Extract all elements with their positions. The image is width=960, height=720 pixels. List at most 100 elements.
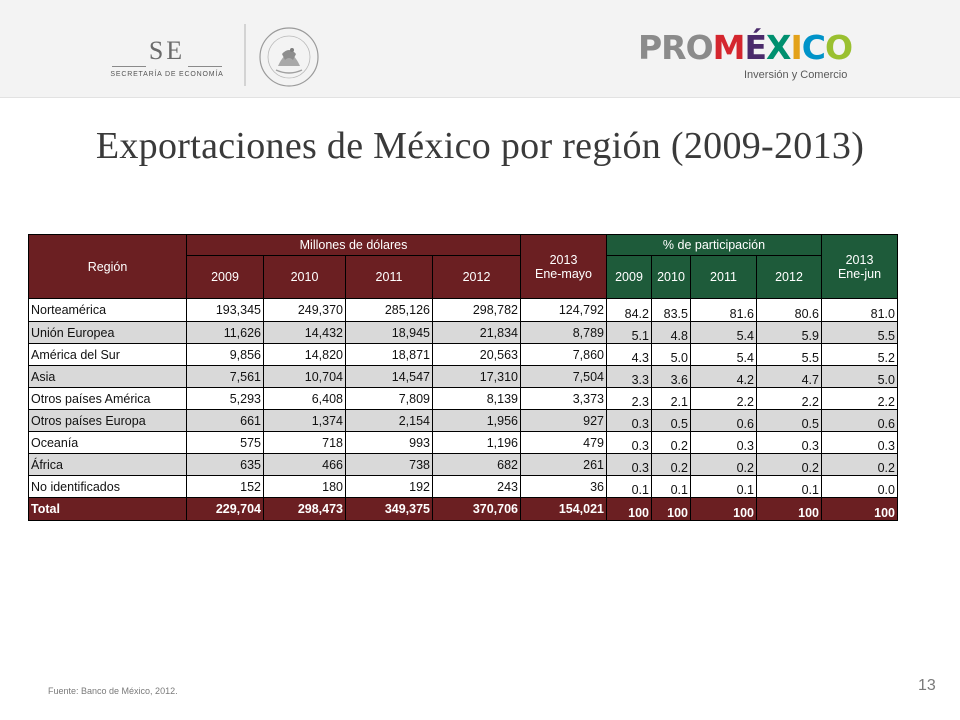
total-pct-cell: 100 <box>756 497 822 521</box>
mdd-cell: 180 <box>263 475 346 498</box>
header-mdd-year: 2010 <box>263 255 346 299</box>
mdd-cell: 927 <box>520 409 607 432</box>
pct-cell: 5.0 <box>821 365 898 388</box>
total-pct-cell: 100 <box>651 497 691 521</box>
header-pct-year: 2011 <box>690 255 757 299</box>
total-mdd-cell: 229,704 <box>186 497 264 521</box>
table-row: América del Sur 9,856 14,820 18,871 20,5… <box>28 343 898 366</box>
pct-cell: 0.3 <box>606 431 652 454</box>
pct-cell: 2.2 <box>821 387 898 410</box>
mdd-cell: 466 <box>263 453 346 476</box>
header-mdd-year: 2009 <box>186 255 264 299</box>
mdd-cell: 575 <box>186 431 264 454</box>
header-pct-2013-year: 2013 <box>845 252 874 267</box>
pct-cell: 0.3 <box>606 453 652 476</box>
logo-divider <box>244 24 246 86</box>
header-mdd-2013-year: 2013 <box>549 252 578 267</box>
se-logo-subtitle: SECRETARÍA DE ECONOMÍA <box>110 71 224 78</box>
se-logo-rule-right <box>188 66 222 67</box>
total-pct-cell: 100 <box>690 497 757 521</box>
se-logo-mark: SE <box>148 36 186 65</box>
pct-cell: 5.1 <box>606 321 652 344</box>
mdd-cell: 14,547 <box>345 365 433 388</box>
mdd-cell: 193,345 <box>186 298 264 322</box>
mdd-cell: 261 <box>520 453 607 476</box>
pct-cell: 0.3 <box>690 431 757 454</box>
page-number: 13 <box>918 677 936 694</box>
pct-cell: 0.1 <box>606 475 652 498</box>
promexico-logo: PROMÉXICO Inversión y Comercio <box>638 28 858 84</box>
pct-cell: 5.0 <box>651 343 691 366</box>
table-row: Norteamérica 193,345 249,370 285,126 298… <box>28 298 898 322</box>
mdd-cell: 14,820 <box>263 343 346 366</box>
promexico-pro: PRO <box>638 28 714 67</box>
pct-cell: 5.9 <box>756 321 822 344</box>
mdd-cell: 298,782 <box>432 298 521 322</box>
page-title: Exportaciones de México por región (2009… <box>95 125 865 167</box>
source-note: Fuente: Banco de México, 2012. <box>48 686 178 696</box>
pct-cell: 0.2 <box>756 453 822 476</box>
mdd-cell: 14,432 <box>263 321 346 344</box>
pct-cell: 2.2 <box>690 387 757 410</box>
header-band: SE SECRETARÍA DE ECONOMÍA PROMÉXICO Inve… <box>0 0 960 98</box>
header-mdd-year: 2011 <box>345 255 433 299</box>
mdd-cell: 3,373 <box>520 387 607 410</box>
mdd-cell: 635 <box>186 453 264 476</box>
table-row: Unión Europea 11,626 14,432 18,945 21,83… <box>28 321 898 344</box>
mdd-cell: 36 <box>520 475 607 498</box>
pct-cell: 0.2 <box>821 453 898 476</box>
header-mdd-2013-period: Ene-mayo <box>535 266 592 281</box>
pct-cell: 4.8 <box>651 321 691 344</box>
pct-cell: 0.3 <box>756 431 822 454</box>
mdd-cell: 17,310 <box>432 365 521 388</box>
region-name: No identificados <box>28 475 187 498</box>
pct-cell: 4.3 <box>606 343 652 366</box>
pct-cell: 5.4 <box>690 321 757 344</box>
pct-cell: 5.2 <box>821 343 898 366</box>
mdd-cell: 124,792 <box>520 298 607 322</box>
total-row: Total 229,704 298,473 349,375 370,706 15… <box>28 497 898 521</box>
region-name: Asia <box>28 365 187 388</box>
table-row: Otros países América 5,293 6,408 7,809 8… <box>28 387 898 410</box>
promexico-letter-e: É <box>744 28 768 67</box>
mdd-cell: 18,871 <box>345 343 433 366</box>
pct-cell: 0.5 <box>756 409 822 432</box>
promexico-wordmark: PROMÉXICO <box>638 28 853 68</box>
mdd-cell: 1,374 <box>263 409 346 432</box>
header-mdd-2013: 2013 Ene-mayo <box>520 234 607 299</box>
mdd-cell: 152 <box>186 475 264 498</box>
pct-cell: 0.5 <box>651 409 691 432</box>
mdd-cell: 243 <box>432 475 521 498</box>
pct-cell: 0.1 <box>651 475 691 498</box>
pct-cell: 2.2 <box>756 387 822 410</box>
pct-cell: 0.3 <box>821 431 898 454</box>
mdd-cell: 285,126 <box>345 298 433 322</box>
mdd-cell: 21,834 <box>432 321 521 344</box>
mdd-cell: 682 <box>432 453 521 476</box>
pct-cell: 81.0 <box>821 298 898 322</box>
table-row: Asia 7,561 10,704 14,547 17,310 7,504 3.… <box>28 365 898 388</box>
pct-cell: 0.0 <box>821 475 898 498</box>
region-name: Otros países Europa <box>28 409 187 432</box>
pct-cell: 80.6 <box>756 298 822 322</box>
total-pct-cell: 100 <box>821 497 898 521</box>
pct-cell: 5.4 <box>690 343 757 366</box>
pct-cell: 5.5 <box>756 343 822 366</box>
promexico-letter-m: M <box>712 28 746 67</box>
exports-table: Región Millones de dólares 2013 Ene-mayo … <box>28 234 898 521</box>
region-name: Oceanía <box>28 431 187 454</box>
pct-cell: 84.2 <box>606 298 652 322</box>
header-region: Región <box>28 234 187 299</box>
region-name: Otros países América <box>28 387 187 410</box>
header-pct-year: 2009 <box>606 255 652 299</box>
region-name: Unión Europea <box>28 321 187 344</box>
table-row: No identificados 152 180 192 243 36 0.1 … <box>28 475 898 498</box>
total-pct-cell: 100 <box>606 497 652 521</box>
region-name: América del Sur <box>28 343 187 366</box>
promexico-tagline: Inversión y Comercio <box>744 69 848 81</box>
promexico-letter-o: O <box>825 28 853 67</box>
mdd-cell: 10,704 <box>263 365 346 388</box>
se-logo-rule-left <box>112 66 146 67</box>
table-row: África 635 466 738 682 261 0.3 0.2 0.2 0… <box>28 453 898 476</box>
mdd-cell: 7,860 <box>520 343 607 366</box>
